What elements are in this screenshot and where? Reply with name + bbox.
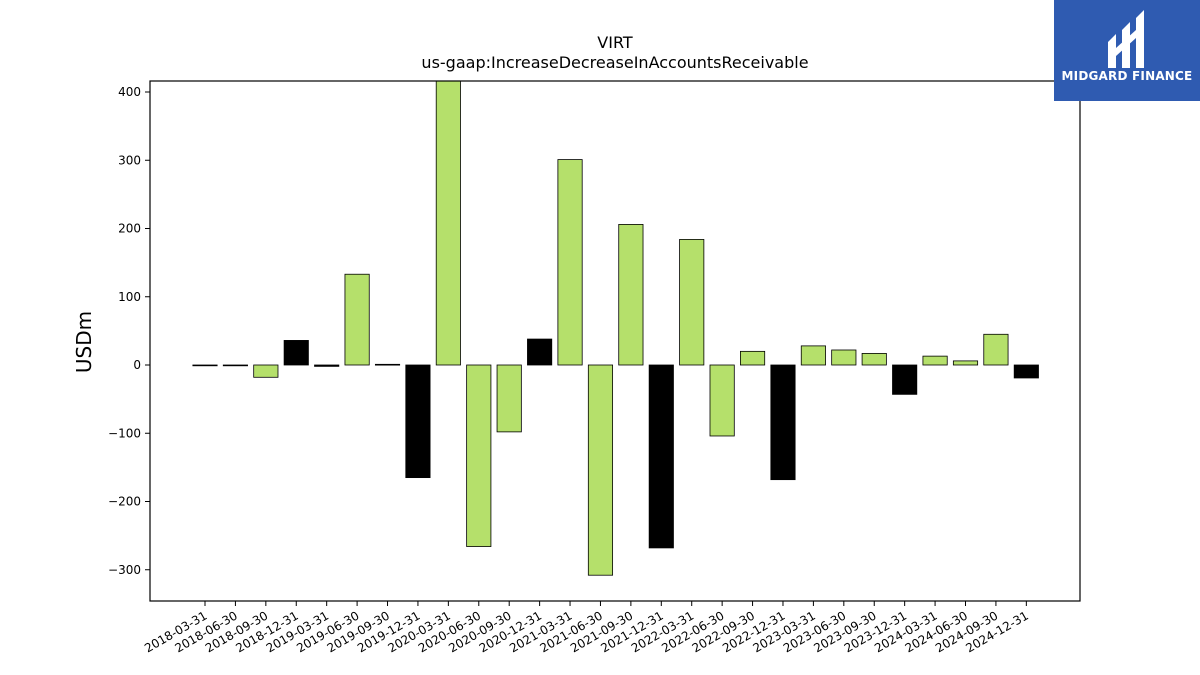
chart-subtitle: us-gaap:IncreaseDecreaseInAccountsReceiv… — [421, 53, 808, 72]
logo-text: MIDGARD FINANCE — [1061, 69, 1193, 83]
bar — [496, 364, 522, 433]
bar — [679, 239, 705, 366]
y-tick-label: 300 — [118, 153, 141, 167]
bar — [1013, 364, 1039, 379]
bar — [740, 350, 766, 366]
bar — [618, 224, 644, 366]
bar — [800, 345, 826, 366]
bar — [892, 364, 918, 395]
bar — [283, 340, 309, 366]
bar — [374, 363, 401, 366]
y-tick-label: −200 — [108, 495, 141, 509]
bar — [922, 355, 948, 366]
bar — [222, 364, 248, 367]
bar — [831, 349, 857, 366]
bar — [405, 364, 431, 479]
bar — [557, 159, 583, 366]
bar — [314, 364, 340, 367]
y-tick-label: −100 — [108, 426, 141, 440]
bar — [983, 333, 1009, 366]
bar — [587, 364, 614, 576]
bar — [861, 352, 887, 366]
bar — [709, 364, 735, 437]
bar — [253, 364, 279, 378]
bar — [770, 364, 796, 481]
y-tick-label: 100 — [118, 290, 141, 304]
y-tick-label: 400 — [118, 85, 141, 99]
midgard-finance-logo: MIDGARD FINANCE — [1054, 0, 1200, 101]
bars — [192, 81, 1039, 576]
plot-frame — [149, 80, 1081, 602]
y-tick-label: 0 — [133, 358, 141, 372]
y-axis-label: USDm — [72, 311, 96, 373]
bar — [435, 81, 461, 366]
bar — [466, 364, 492, 547]
bar — [648, 364, 674, 549]
midgard-logo-icon — [1108, 10, 1144, 68]
bar — [952, 360, 979, 366]
chart-title: VIRT — [597, 33, 633, 52]
bar — [192, 364, 218, 367]
bar — [344, 273, 370, 366]
y-tick-label: −300 — [108, 563, 141, 577]
plot-area: −300−200−10001002003004002018-03-312018-… — [108, 80, 1081, 655]
y-tick-label: 200 — [118, 222, 141, 236]
bar — [527, 338, 553, 366]
